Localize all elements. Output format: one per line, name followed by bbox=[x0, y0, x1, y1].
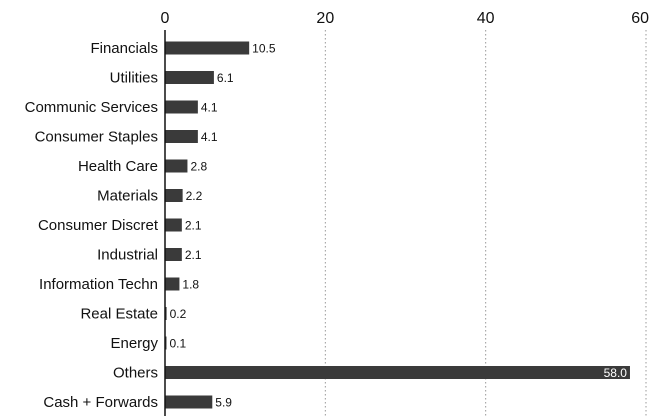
bar-2 bbox=[165, 100, 198, 114]
bar-3 bbox=[165, 130, 198, 143]
value-label-2: 4.1 bbox=[201, 101, 218, 115]
value-label-0: 10.5 bbox=[252, 42, 276, 56]
value-label-8: 1.8 bbox=[182, 278, 199, 292]
value-label-4: 2.8 bbox=[190, 160, 207, 174]
bars bbox=[165, 41, 630, 409]
x-tick-label-60: 60 bbox=[631, 10, 649, 27]
category-label-2: Communic Services bbox=[25, 99, 158, 116]
category-label-11: Others bbox=[113, 365, 158, 382]
bar-11 bbox=[165, 366, 630, 379]
category-label-12: Cash + Forwards bbox=[43, 394, 158, 411]
value-label-12: 5.9 bbox=[215, 396, 232, 410]
x-tick-label-40: 40 bbox=[477, 10, 495, 27]
value-label-11: 58.0 bbox=[604, 366, 628, 380]
category-label-1: Utilities bbox=[110, 70, 158, 87]
bar-0 bbox=[165, 41, 250, 55]
category-label-8: Information Techn bbox=[39, 276, 158, 293]
x-tick-label-20: 20 bbox=[316, 10, 334, 27]
bar-4 bbox=[165, 159, 188, 173]
value-labels: 10.5 6.1 4.1 4.1 2.8 2.2 2.1 2.1 1.8 0.2 0.1 58.0 5.… bbox=[170, 42, 628, 410]
category-labels: Financials Utilities Communic Services Cons… bbox=[25, 40, 159, 411]
x-tick-label-0: 0 bbox=[161, 10, 170, 27]
bar-5 bbox=[165, 189, 183, 202]
grid-lines bbox=[324, 30, 647, 416]
value-label-10: 0.1 bbox=[170, 337, 187, 351]
bar-6 bbox=[165, 218, 182, 232]
category-label-0: Financials bbox=[90, 40, 158, 57]
bar-8 bbox=[165, 277, 180, 291]
value-label-1: 6.1 bbox=[217, 71, 234, 85]
category-label-4: Health Care bbox=[78, 158, 158, 175]
bar-1 bbox=[165, 71, 214, 84]
category-label-9: Real Estate bbox=[80, 306, 158, 323]
category-label-10: Energy bbox=[110, 335, 158, 352]
category-label-7: Industrial bbox=[97, 247, 158, 264]
category-label-6: Consumer Discret bbox=[38, 217, 159, 234]
bar-9 bbox=[165, 307, 167, 320]
value-label-3: 4.1 bbox=[201, 130, 218, 144]
x-axis-ticks: 0 20 40 60 bbox=[161, 10, 650, 27]
value-label-9: 0.2 bbox=[170, 307, 187, 321]
bar-7 bbox=[165, 248, 182, 261]
category-label-3: Consumer Staples bbox=[35, 129, 158, 146]
value-label-7: 2.1 bbox=[185, 248, 202, 262]
value-label-6: 2.1 bbox=[185, 219, 202, 233]
value-label-5: 2.2 bbox=[186, 189, 203, 203]
bar-12 bbox=[165, 395, 213, 409]
category-label-5: Materials bbox=[97, 188, 158, 205]
